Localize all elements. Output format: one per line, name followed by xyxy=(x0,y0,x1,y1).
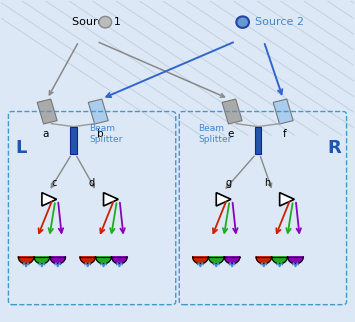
Text: e: e xyxy=(227,129,234,139)
Bar xyxy=(70,127,77,154)
Polygon shape xyxy=(272,257,288,264)
Bar xyxy=(255,127,261,154)
Circle shape xyxy=(99,16,111,28)
Text: Beam
Splitter: Beam Splitter xyxy=(198,124,231,144)
Polygon shape xyxy=(288,257,303,264)
Text: d: d xyxy=(88,178,94,188)
Text: g: g xyxy=(225,178,231,188)
Polygon shape xyxy=(224,257,240,264)
Polygon shape xyxy=(280,193,294,206)
Text: a: a xyxy=(42,129,49,139)
Polygon shape xyxy=(80,257,95,264)
Text: Source 1: Source 1 xyxy=(72,17,121,27)
Polygon shape xyxy=(18,257,34,264)
Circle shape xyxy=(236,16,249,28)
Polygon shape xyxy=(42,193,56,206)
Bar xyxy=(273,99,293,124)
Text: Source 2: Source 2 xyxy=(255,17,304,27)
Text: c: c xyxy=(51,178,57,188)
Bar xyxy=(37,99,57,124)
Polygon shape xyxy=(193,257,208,264)
Polygon shape xyxy=(256,257,272,264)
Bar xyxy=(222,99,242,124)
Text: L: L xyxy=(15,139,27,157)
Polygon shape xyxy=(216,193,231,206)
Polygon shape xyxy=(208,257,224,264)
Text: Beam
Splitter: Beam Splitter xyxy=(89,124,123,144)
Text: b: b xyxy=(97,129,103,139)
Polygon shape xyxy=(111,257,127,264)
Text: f: f xyxy=(283,129,287,139)
Polygon shape xyxy=(34,257,50,264)
Text: h: h xyxy=(264,178,271,188)
Polygon shape xyxy=(96,257,111,264)
Bar xyxy=(88,99,108,124)
Polygon shape xyxy=(104,193,118,206)
Polygon shape xyxy=(50,257,65,264)
Text: R: R xyxy=(327,139,341,157)
